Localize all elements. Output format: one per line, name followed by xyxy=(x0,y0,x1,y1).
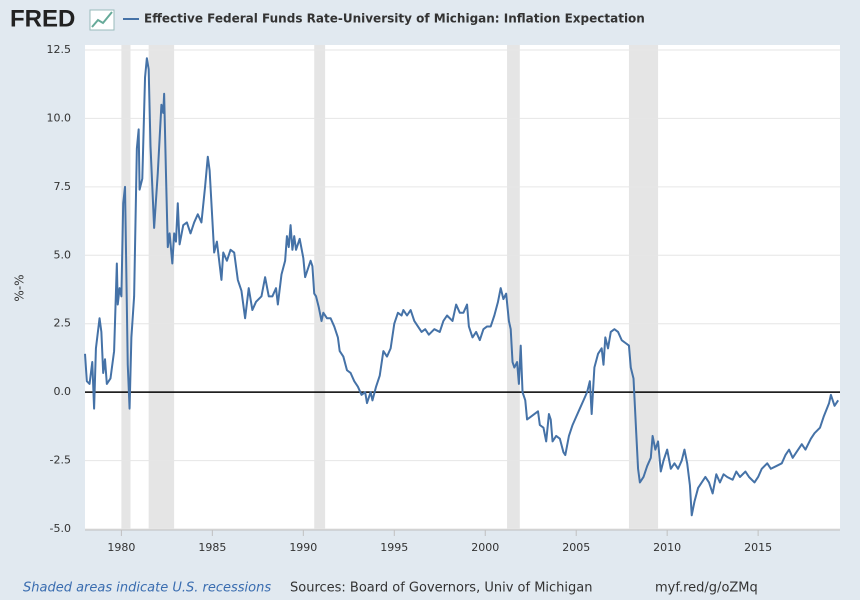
y-tick-label: 10.0 xyxy=(47,111,72,124)
plot-area xyxy=(85,45,840,530)
x-tick-label: 1995 xyxy=(380,541,408,554)
x-tick-label: 2005 xyxy=(562,541,590,554)
recession-shade xyxy=(628,45,659,530)
x-tick-label: 2000 xyxy=(471,541,499,554)
x-tick-label: 1980 xyxy=(107,541,135,554)
y-tick-label: 12.5 xyxy=(47,43,72,56)
y-tick-label: -5.0 xyxy=(50,522,71,535)
legend-label: Effective Federal Funds Rate-University … xyxy=(144,12,645,26)
link[interactable]: myf.red/g/oZMq xyxy=(655,581,758,596)
recession-shade xyxy=(314,45,326,530)
y-tick-label: 7.5 xyxy=(54,180,72,193)
logo: FRED xyxy=(10,5,75,32)
y-tick-label: 5.0 xyxy=(54,248,72,261)
logo-icon xyxy=(89,9,115,31)
recession-shade xyxy=(148,45,175,530)
y-tick-label: 2.5 xyxy=(54,317,72,330)
y-axis-label: %-% xyxy=(13,274,27,301)
recession-note[interactable]: Shaded areas indicate U.S. recessions xyxy=(23,581,271,596)
x-tick-label: 2010 xyxy=(653,541,681,554)
x-tick-label: 1985 xyxy=(198,541,226,554)
series-line xyxy=(84,57,840,517)
y-tick-label: -2.5 xyxy=(50,454,71,467)
recession-shade xyxy=(507,45,520,530)
x-tick-label: 2015 xyxy=(744,541,772,554)
sources: Sources: Board of Governors, Univ of Mic… xyxy=(290,581,593,596)
y-tick-label: 0.0 xyxy=(54,385,72,398)
x-tick-label: 1990 xyxy=(289,541,317,554)
